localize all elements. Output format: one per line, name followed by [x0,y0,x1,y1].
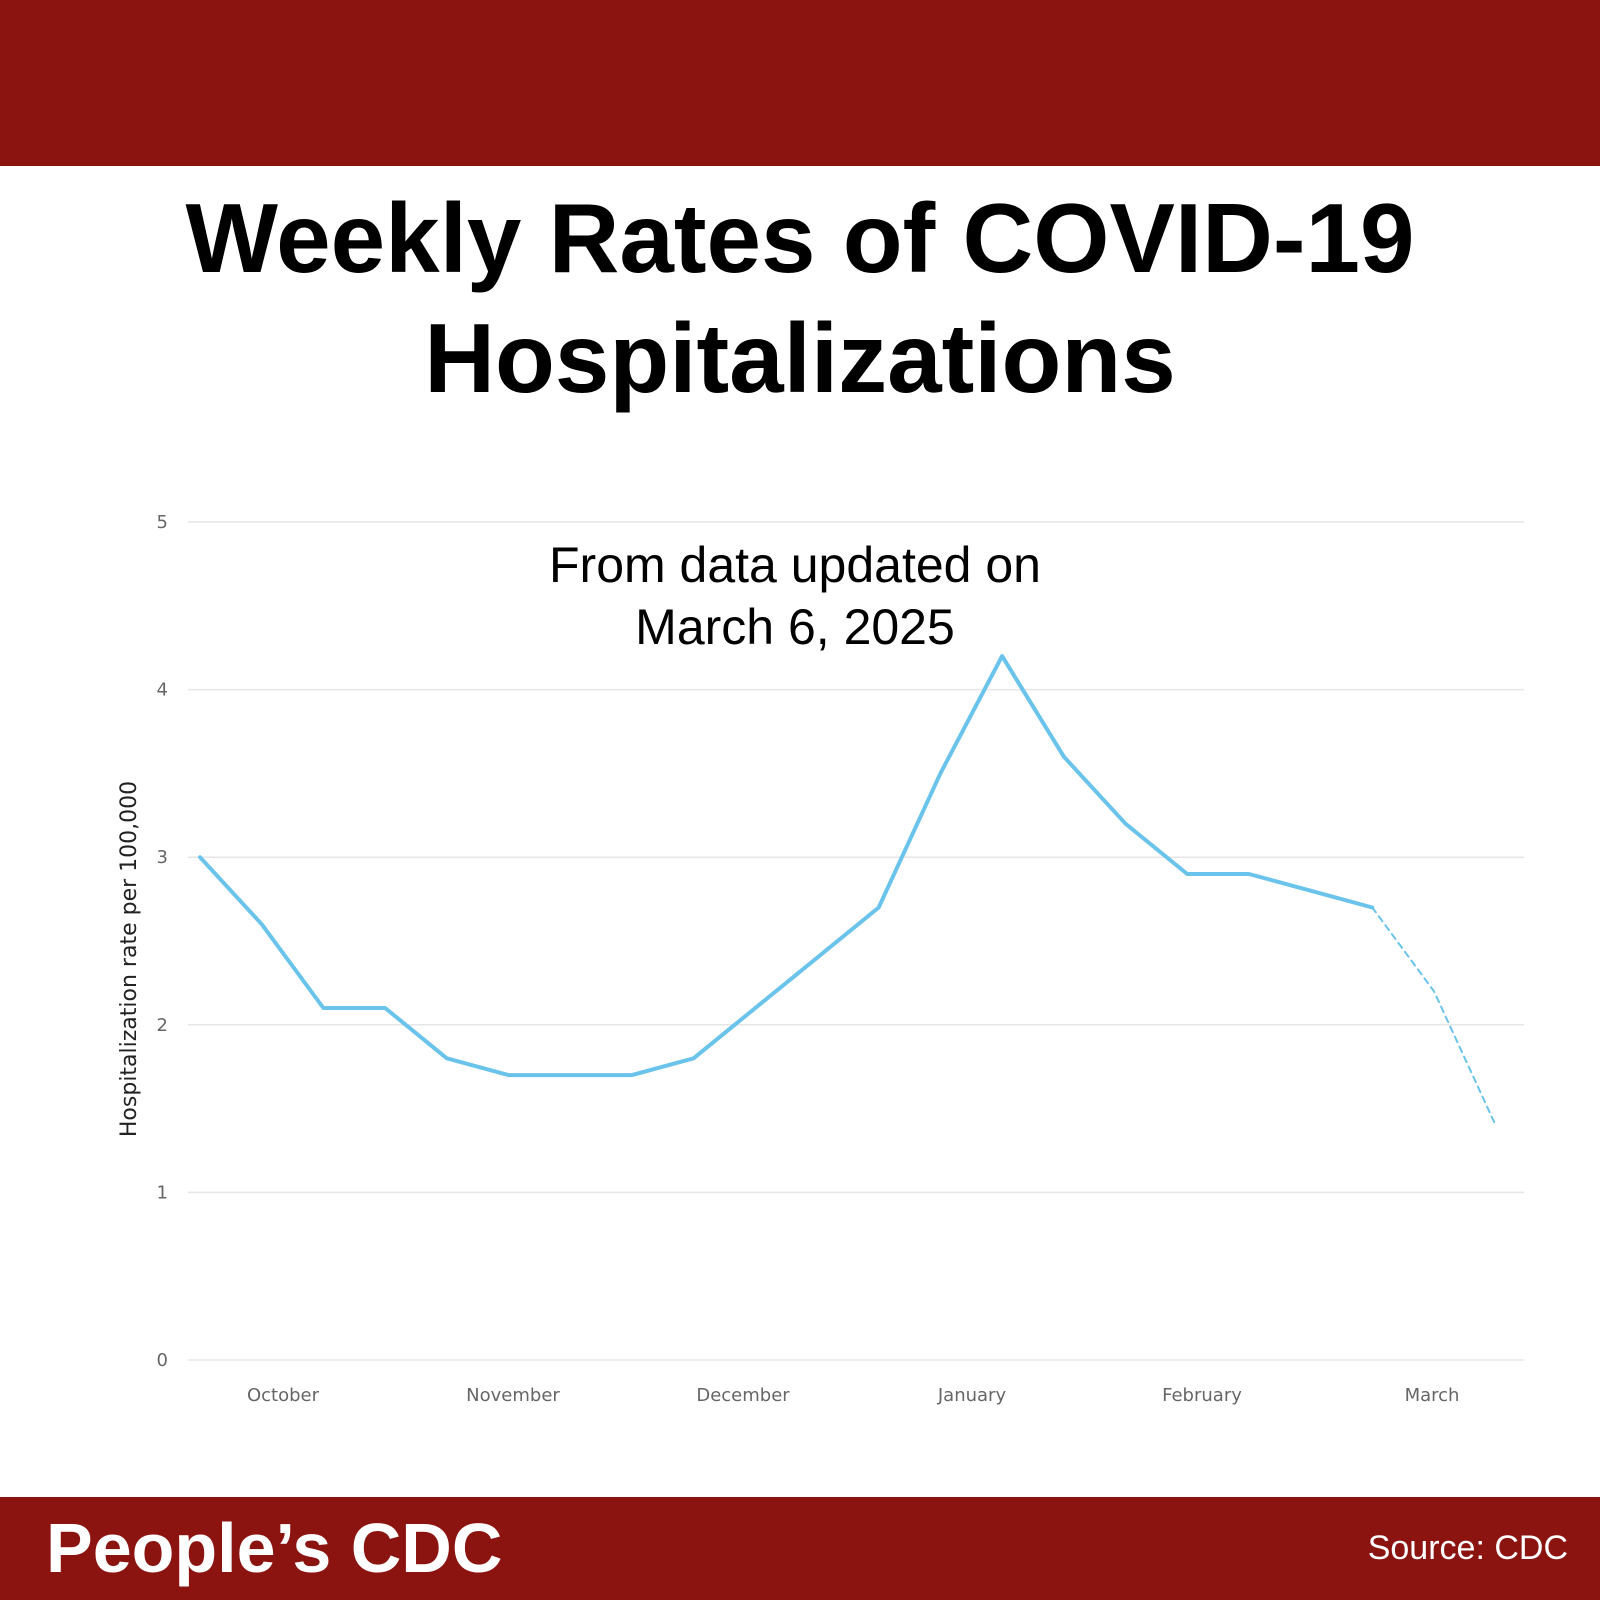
data-point-0-7 [629,1072,635,1078]
data-point-0-17 [1246,871,1252,877]
y-tick-label-0: 0 [157,1350,168,1371]
y-axis-label: Hospitalization rate per 100,000 [117,781,142,1137]
annotation-line-1: From data updated on [549,537,1041,593]
brand-logo-text: People’s CDC [46,1509,503,1587]
y-tick-label-3: 3 [157,847,168,868]
data-point-1-20 [1431,988,1437,994]
data-point-0-18 [1308,888,1314,894]
title-line-1: Weekly Rates of COVID-19 [185,183,1415,293]
data-point-1-21 [1493,1122,1499,1128]
annotation-line-2: March 6, 2025 [635,599,955,655]
x-tick-label-0: October [247,1385,320,1406]
data-point-0-5 [506,1072,512,1078]
x-tick-label-3: January [937,1385,1007,1406]
page-title: Weekly Rates of COVID-19 Hospitalization… [0,178,1600,418]
data-point-0-4 [444,1055,450,1061]
series-line-projected [1371,906,1497,1127]
chart-annotation: From data updated on March 6, 2025 [480,534,1110,658]
data-point-0-6 [567,1072,573,1078]
x-tick-label-5: March [1405,1385,1460,1406]
data-point-0-12 [937,770,943,776]
data-point-0-1 [259,921,265,927]
data-point-0-10 [814,955,820,961]
x-tick-label-1: November [466,1385,560,1406]
line-chart: 0 1 2 3 4 5 Hospitalization rate per 100,000 Oc… [117,512,1524,1406]
data-point-0-14 [1061,754,1067,760]
header-band [0,0,1600,166]
data-point-0-9 [752,1005,758,1011]
y-tick-label-1: 1 [157,1182,168,1203]
data-point-0-2 [320,1005,326,1011]
y-tick-label-4: 4 [157,680,168,701]
source-label: Source: CDC [1367,1529,1568,1567]
data-point-0-15 [1123,821,1129,827]
x-tick-label-4: February [1162,1385,1242,1406]
data-point-0-0 [197,854,203,860]
y-tick-label-5: 5 [157,512,168,533]
data-point-0-16 [1184,871,1190,877]
title-line-2: Hospitalizations [424,303,1176,413]
data-point-1-19 [1369,905,1375,911]
footer-band [0,1497,1600,1600]
data-point-0-8 [691,1055,697,1061]
y-tick-label-2: 2 [157,1015,168,1036]
x-tick-label-2: December [696,1385,790,1406]
data-point-0-11 [876,905,882,911]
data-point-0-3 [382,1005,388,1011]
series-line-reported [198,654,1375,1078]
